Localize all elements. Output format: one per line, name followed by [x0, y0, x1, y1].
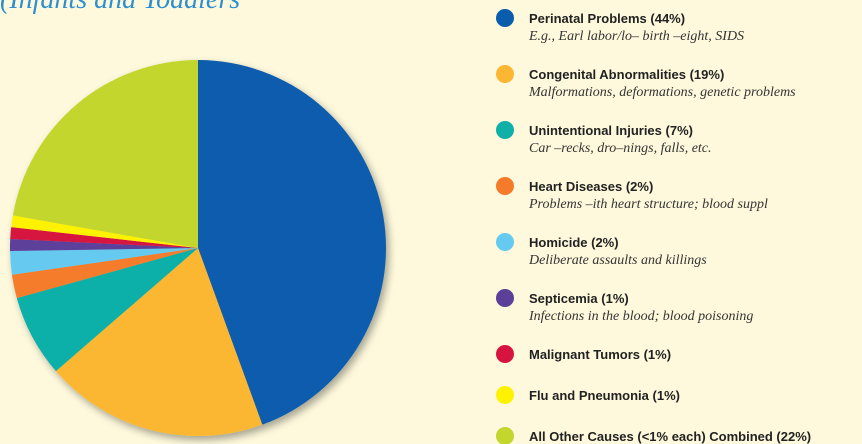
- legend-swatch: [496, 177, 514, 195]
- legend-swatch: [496, 9, 514, 27]
- legend-description: Problems –ith heart structure; blood sup…: [528, 197, 768, 212]
- legend-label: Septicemia (1%): [529, 291, 629, 306]
- legend-swatch: [496, 289, 514, 307]
- legend-swatch: [496, 345, 514, 363]
- pie-slice: [10, 227, 199, 248]
- legend-label: Unintentional Injuries (7%): [529, 123, 693, 138]
- pie-slice: [11, 248, 198, 299]
- legend-label: Heart Diseases (2%): [529, 179, 653, 194]
- legend-label: Malignant Tumors (1%): [529, 347, 671, 362]
- legend-label: Perinatal Problems (44%): [529, 11, 685, 26]
- pie-slice: [12, 59, 199, 248]
- legend-swatch: [496, 233, 514, 251]
- legend-label: Flu and Pneumonia (1%): [529, 388, 680, 403]
- pie-slice: [10, 248, 198, 275]
- legend: Perinatal Problems (44%) E.g., Earl labor…: [496, 9, 811, 444]
- pie-slice: [198, 60, 386, 425]
- legend-label: Homicide (2%): [529, 235, 619, 250]
- legend-swatch: [496, 65, 514, 83]
- legend-label: All Other Causes (<1% each) Combined (22…: [529, 429, 811, 444]
- legend-description: E.g., Earl labor/lo– birth –eight, SIDS: [528, 29, 744, 44]
- legend-description: Malformations, deformations, genetic pro…: [528, 85, 796, 100]
- legend-description: Infections in the blood; blood poisoning: [528, 309, 753, 324]
- legend-label: Congenital Abnormalities (19%): [529, 67, 724, 82]
- legend-swatch: [496, 121, 514, 139]
- legend-swatch: [496, 386, 514, 404]
- pie-slice: [11, 215, 198, 248]
- chart-title: (Infants and Toddlers: [0, 0, 240, 15]
- legend-description: Deliberate assaults and killings: [528, 253, 707, 268]
- pie: [9, 59, 386, 436]
- legend-swatch: [496, 427, 514, 444]
- legend-description: Car –recks, dro–nings, falls, etc.: [529, 141, 712, 156]
- pie-slice: [55, 248, 263, 436]
- pie-slice: [16, 248, 199, 372]
- pie-slice: [9, 239, 198, 251]
